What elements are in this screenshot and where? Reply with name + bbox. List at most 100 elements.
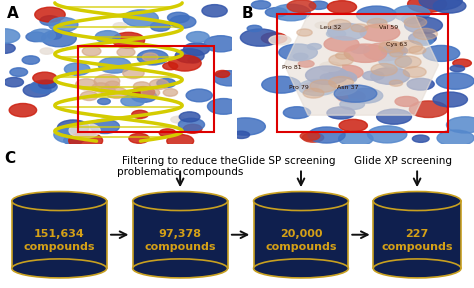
Ellipse shape (329, 54, 354, 66)
Ellipse shape (272, 4, 310, 21)
Bar (374, 201, 461, 268)
Ellipse shape (320, 74, 339, 82)
Bar (133, 201, 228, 268)
Ellipse shape (298, 60, 314, 67)
Bar (12, 201, 107, 268)
Ellipse shape (327, 30, 346, 38)
Ellipse shape (306, 66, 348, 84)
Ellipse shape (123, 67, 144, 79)
Ellipse shape (98, 98, 110, 105)
Ellipse shape (132, 87, 155, 98)
Ellipse shape (113, 23, 127, 29)
Ellipse shape (450, 65, 465, 72)
Ellipse shape (4, 77, 24, 87)
Ellipse shape (57, 120, 89, 135)
Ellipse shape (187, 32, 209, 43)
Ellipse shape (254, 259, 348, 278)
Ellipse shape (269, 35, 291, 45)
Ellipse shape (433, 92, 467, 107)
Ellipse shape (412, 135, 429, 142)
Text: 97,378
compounds: 97,378 compounds (145, 229, 216, 252)
Ellipse shape (324, 37, 359, 52)
Ellipse shape (297, 29, 312, 36)
Ellipse shape (159, 129, 176, 137)
Ellipse shape (132, 110, 148, 118)
Ellipse shape (22, 56, 39, 64)
Ellipse shape (419, 0, 462, 10)
Ellipse shape (188, 57, 200, 63)
Ellipse shape (404, 17, 427, 27)
Ellipse shape (134, 82, 150, 91)
Ellipse shape (453, 59, 472, 67)
Ellipse shape (183, 124, 202, 133)
Ellipse shape (367, 126, 407, 143)
Ellipse shape (302, 133, 324, 142)
Ellipse shape (334, 75, 355, 84)
Polygon shape (284, 14, 438, 115)
Ellipse shape (149, 79, 169, 90)
Ellipse shape (214, 71, 245, 86)
Ellipse shape (302, 83, 323, 92)
Ellipse shape (379, 41, 403, 52)
Text: Pro 81: Pro 81 (282, 65, 301, 70)
Ellipse shape (371, 67, 410, 84)
Bar (277, 14, 448, 132)
Ellipse shape (150, 22, 170, 31)
Ellipse shape (319, 79, 358, 95)
Ellipse shape (208, 98, 240, 114)
Ellipse shape (240, 29, 280, 46)
Ellipse shape (382, 45, 408, 56)
Text: C: C (4, 151, 15, 166)
Ellipse shape (92, 83, 110, 92)
Ellipse shape (325, 71, 357, 85)
Ellipse shape (12, 259, 107, 278)
Ellipse shape (413, 28, 438, 39)
Ellipse shape (433, 0, 466, 13)
Ellipse shape (283, 107, 310, 119)
Ellipse shape (95, 31, 120, 43)
Ellipse shape (106, 87, 127, 98)
Ellipse shape (179, 112, 200, 122)
Ellipse shape (254, 192, 348, 211)
Ellipse shape (133, 192, 228, 211)
Ellipse shape (69, 132, 102, 149)
Ellipse shape (186, 89, 212, 102)
Ellipse shape (328, 1, 356, 13)
Ellipse shape (133, 259, 228, 278)
Text: Leu 32: Leu 32 (320, 25, 341, 30)
Ellipse shape (81, 91, 98, 101)
Ellipse shape (410, 101, 447, 118)
Ellipse shape (35, 7, 65, 22)
Ellipse shape (82, 46, 101, 56)
Ellipse shape (395, 96, 418, 107)
Ellipse shape (329, 65, 363, 79)
Ellipse shape (300, 132, 320, 140)
Ellipse shape (328, 23, 366, 40)
Ellipse shape (26, 32, 46, 42)
Ellipse shape (409, 46, 426, 54)
Ellipse shape (338, 131, 373, 146)
Ellipse shape (178, 118, 205, 131)
Ellipse shape (35, 84, 49, 91)
Ellipse shape (407, 78, 434, 90)
Ellipse shape (356, 6, 396, 23)
Ellipse shape (364, 43, 405, 61)
Ellipse shape (367, 18, 387, 28)
Ellipse shape (121, 95, 145, 107)
Ellipse shape (33, 72, 57, 84)
Ellipse shape (363, 71, 384, 80)
Ellipse shape (293, 53, 308, 60)
Ellipse shape (389, 80, 402, 86)
Ellipse shape (0, 43, 15, 53)
Ellipse shape (204, 36, 237, 52)
Text: 20,000
compounds: 20,000 compounds (265, 229, 337, 252)
Ellipse shape (40, 16, 60, 26)
Text: Val 59: Val 59 (379, 25, 399, 30)
Ellipse shape (54, 126, 89, 143)
Ellipse shape (403, 67, 426, 77)
Ellipse shape (9, 103, 36, 117)
Ellipse shape (299, 79, 336, 96)
Ellipse shape (69, 123, 100, 138)
Ellipse shape (340, 99, 365, 110)
Ellipse shape (351, 24, 368, 32)
